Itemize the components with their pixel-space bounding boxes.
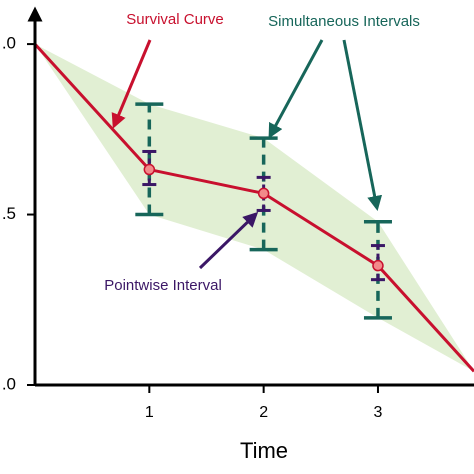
x-tick-label: 1: [145, 404, 154, 421]
confidence-band: [35, 44, 474, 372]
annotation-layer: Survival Curve Simultaneous Intervals Po…: [2, 6, 474, 463]
annotation-arrow: [268, 39, 324, 139]
y-tick-label: .0: [2, 34, 16, 53]
data-point: [257, 187, 270, 200]
annotation: Simultaneous Intervals: [268, 13, 420, 30]
x-tick-label: 2: [259, 404, 268, 421]
y-tick-label: .5: [2, 204, 16, 223]
x-tick-label: 3: [374, 404, 383, 421]
x-axis-label: Time: [240, 438, 288, 463]
plot-area: [33, 43, 474, 373]
annotation-arrow: [111, 39, 152, 129]
data-point: [372, 259, 384, 272]
annotation-arrow: [198, 211, 259, 270]
y-tick-label: .0: [2, 374, 16, 393]
annotation: Pointwise Interval: [104, 277, 222, 294]
annotation-arrow: [342, 39, 383, 211]
annotation: Survival Curve: [126, 11, 224, 28]
data-point: [143, 163, 156, 176]
